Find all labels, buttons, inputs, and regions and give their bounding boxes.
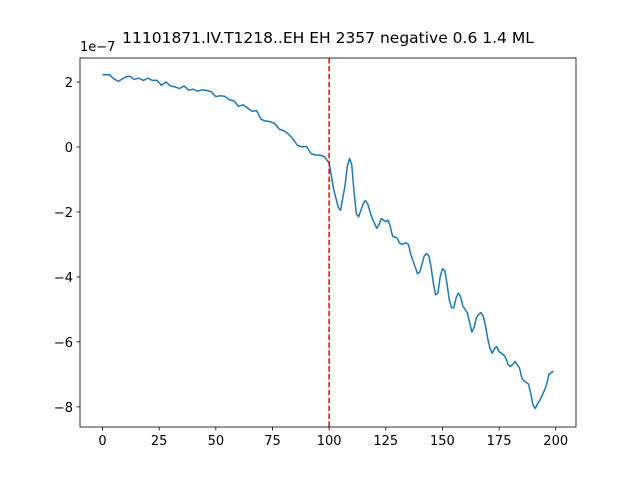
chart-title: 11101871.IV.T1218..EH EH 2357 negative 0…: [122, 29, 534, 47]
x-tick-label: 100: [317, 434, 342, 449]
y-tick-label: −6: [54, 336, 73, 351]
plot-frame: [79, 57, 577, 428]
x-tick-label: 75: [264, 434, 281, 449]
x-tick-label: 125: [373, 434, 398, 449]
x-tick-label: 25: [151, 434, 168, 449]
y-tick-label: 2: [65, 76, 73, 91]
y-tick-label: −4: [54, 271, 73, 286]
x-tick-label: 50: [208, 434, 225, 449]
y-tick-label: −8: [54, 401, 73, 416]
y-tick-label: −2: [54, 206, 73, 221]
x-tick-label: 150: [430, 434, 455, 449]
x-tick-label: 0: [98, 434, 106, 449]
y-tick-label: 0: [65, 141, 73, 156]
data-line: [102, 73, 554, 410]
offset-label: 1e−7: [80, 40, 115, 55]
x-tick-label: 175: [487, 434, 512, 449]
x-tick-label: 200: [543, 434, 568, 449]
